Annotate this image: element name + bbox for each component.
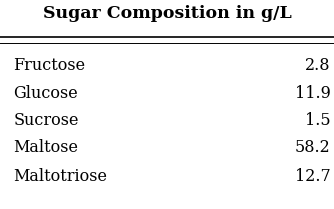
- Text: Sucrose: Sucrose: [13, 112, 79, 129]
- Text: Fructose: Fructose: [13, 57, 86, 74]
- Text: Sugar Composition in g/L: Sugar Composition in g/L: [43, 5, 291, 22]
- Text: Maltotriose: Maltotriose: [13, 168, 107, 185]
- Text: 12.7: 12.7: [295, 168, 331, 185]
- Text: Glucose: Glucose: [13, 84, 78, 102]
- Text: 11.9: 11.9: [295, 84, 331, 102]
- Text: 58.2: 58.2: [295, 139, 331, 156]
- Text: Maltose: Maltose: [13, 139, 78, 156]
- Text: 2.8: 2.8: [305, 57, 331, 74]
- Text: 1.5: 1.5: [305, 112, 331, 129]
